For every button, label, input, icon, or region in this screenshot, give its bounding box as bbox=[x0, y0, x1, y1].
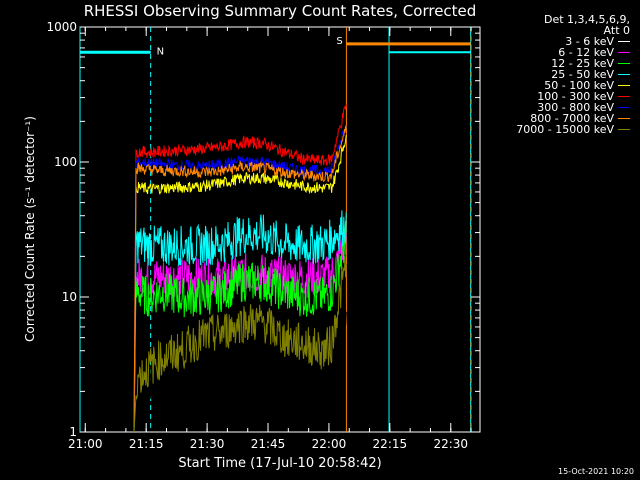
legend-swatch bbox=[618, 52, 630, 53]
legend-entry-label: 3 - 6 keV bbox=[565, 35, 614, 48]
legend-entry: 50 - 100 keV bbox=[470, 80, 630, 91]
x-tick-label: 21:00 bbox=[68, 437, 103, 451]
legend-entry: 3 - 6 keV bbox=[470, 36, 630, 47]
legend-entry-label: 300 - 800 keV bbox=[537, 101, 614, 114]
legend-entry-label: 7000 - 15000 keV bbox=[516, 123, 614, 136]
legend-entry-label: 6 - 12 keV bbox=[558, 46, 614, 59]
legend-entry: 800 - 7000 keV bbox=[470, 113, 630, 124]
legend-entry-label: 12 - 25 keV bbox=[551, 57, 614, 70]
x-axis-label: Start Time (17-Jul-10 20:58:42) bbox=[178, 456, 381, 471]
x-tick-label: 21:15 bbox=[129, 437, 164, 451]
legend-entry: 7000 - 15000 keV bbox=[470, 124, 630, 135]
legend-entry: 100 - 300 keV bbox=[470, 91, 630, 102]
legend-entry: 6 - 12 keV bbox=[470, 47, 630, 58]
series-line bbox=[133, 103, 347, 433]
legend-entry: 300 - 800 keV bbox=[470, 102, 630, 113]
legend-entry-label: 800 - 7000 keV bbox=[530, 112, 614, 125]
legend-swatch bbox=[618, 107, 630, 108]
series-line bbox=[133, 210, 347, 433]
y-tick-label: 1000 bbox=[46, 20, 77, 34]
legend-swatch bbox=[618, 129, 630, 130]
x-tick-label: 22:00 bbox=[312, 437, 347, 451]
legend-entry-label: 100 - 300 keV bbox=[537, 90, 614, 103]
timestamp: 15-Oct-2021 10:20 bbox=[558, 467, 634, 476]
legend: Det 1,3,4,5,6,9, Att 0 3 - 6 keV 6 - 12 k… bbox=[470, 14, 630, 135]
x-axis: 21:00 21:15 21:30 21:45 22:00 22:15 22:30 bbox=[68, 27, 472, 451]
legend-swatch bbox=[618, 118, 630, 119]
series-line bbox=[133, 220, 347, 433]
y-axis: 1 10 100 1000 bbox=[46, 20, 480, 439]
attenuator-markers: NS bbox=[80, 36, 471, 57]
legend-attenuator-line: Att 0 bbox=[603, 24, 630, 37]
x-tick-label: 22:15 bbox=[373, 437, 408, 451]
y-tick-label: 1 bbox=[69, 425, 77, 439]
y-tick-label: 10 bbox=[62, 290, 77, 304]
marker-label: S bbox=[336, 36, 342, 47]
legend-swatch bbox=[618, 85, 630, 86]
x-tick-label: 21:45 bbox=[251, 437, 286, 451]
y-tick-label: 100 bbox=[54, 155, 77, 169]
series-line bbox=[133, 291, 347, 433]
legend-entry: 12 - 25 keV bbox=[470, 58, 630, 69]
legend-entry-label: 50 - 100 keV bbox=[544, 79, 614, 92]
series-line bbox=[133, 256, 347, 433]
marker-label: N bbox=[157, 46, 164, 57]
y-axis-label: Corrected Count Rate (s⁻¹ detector⁻¹) bbox=[23, 116, 37, 342]
series-line bbox=[133, 135, 347, 433]
series-line bbox=[133, 125, 347, 433]
legend-swatch bbox=[618, 96, 630, 97]
series-lines bbox=[133, 103, 347, 433]
x-tick-label: 22:30 bbox=[433, 437, 468, 451]
legend-swatch bbox=[618, 63, 630, 64]
legend-entry-label: 25 - 50 keV bbox=[551, 68, 614, 81]
legend-swatch bbox=[618, 41, 630, 42]
chart-title: RHESSI Observing Summary Count Rates, Co… bbox=[84, 2, 477, 20]
legend-detector-line: Det 1,3,4,5,6,9, bbox=[543, 13, 630, 26]
legend-swatch bbox=[618, 74, 630, 75]
legend-entry: 25 - 50 keV bbox=[470, 69, 630, 80]
x-tick-label: 21:30 bbox=[190, 437, 225, 451]
